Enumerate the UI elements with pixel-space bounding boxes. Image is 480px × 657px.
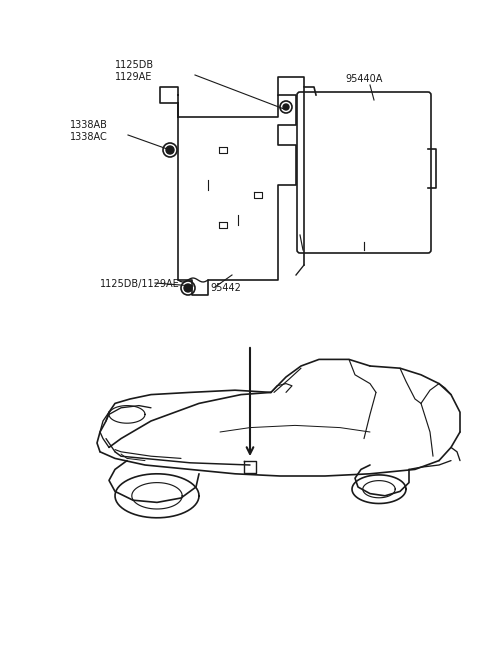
Circle shape <box>283 104 289 110</box>
Text: 95442: 95442 <box>210 283 241 293</box>
Text: 1125DB/1129AE: 1125DB/1129AE <box>100 279 180 289</box>
Text: 1338AB: 1338AB <box>70 120 108 130</box>
Text: 1125DB: 1125DB <box>115 60 154 70</box>
Text: 95440A: 95440A <box>345 74 383 84</box>
Circle shape <box>184 284 192 292</box>
Circle shape <box>166 146 174 154</box>
Text: 1129AE: 1129AE <box>115 72 152 82</box>
Text: 1338AC: 1338AC <box>70 132 108 142</box>
FancyBboxPatch shape <box>297 92 431 253</box>
